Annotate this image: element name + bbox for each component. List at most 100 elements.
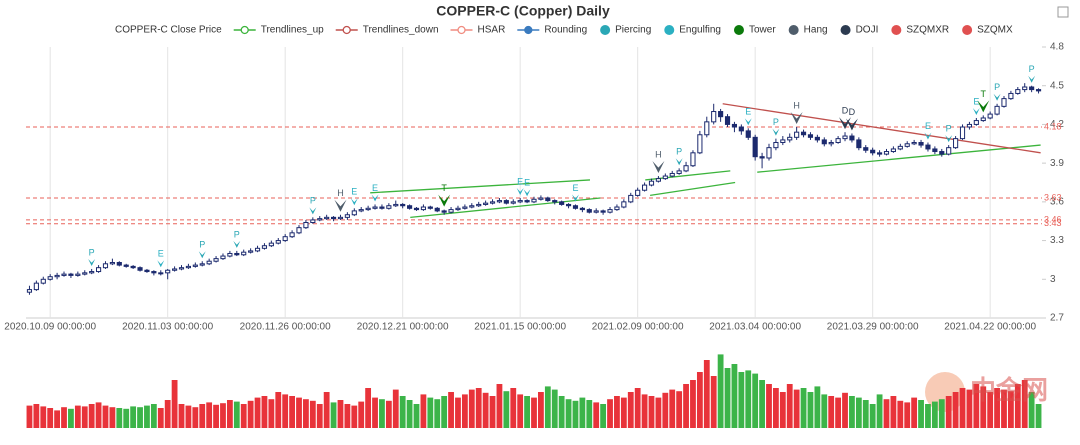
- pattern-marker: [845, 118, 858, 131]
- legend-label: Piercing: [615, 25, 651, 36]
- volume-bar: [171, 380, 178, 428]
- candle-body: [538, 197, 544, 200]
- pattern-marker: [334, 199, 347, 212]
- candle-body: [787, 136, 793, 141]
- candle-body: [980, 117, 986, 122]
- x-tick-label: 2021.02.09 00:00:00: [592, 322, 684, 333]
- volume-bar: [703, 360, 710, 428]
- volume-bar: [959, 388, 966, 428]
- volume-bar: [379, 399, 385, 428]
- legend-label: Trendlines_up: [261, 25, 324, 36]
- legend-label: Trendlines_down: [363, 25, 439, 36]
- pattern-label: D: [842, 106, 849, 116]
- candle-body: [572, 205, 579, 209]
- volume-bar: [648, 396, 655, 428]
- volume-bar: [987, 392, 994, 428]
- candle-body: [635, 189, 641, 196]
- candle-body: [745, 130, 751, 138]
- pattern-label: P: [994, 82, 1000, 92]
- volume-bar: [669, 389, 676, 428]
- volume-bar: [116, 408, 123, 428]
- volume-bar: [531, 397, 537, 428]
- volume-bar: [61, 407, 67, 428]
- save-icon[interactable]: [1057, 6, 1069, 18]
- pattern-label: H: [337, 188, 344, 198]
- volume-bar: [434, 399, 441, 428]
- candle-body: [234, 252, 240, 256]
- candle-body: [724, 116, 731, 125]
- pattern-label: P: [946, 123, 952, 133]
- candle-body: [565, 203, 572, 207]
- candle-body: [1029, 86, 1035, 91]
- candle-body: [925, 144, 931, 150]
- legend-icon: [962, 25, 973, 35]
- volume-bar: [261, 396, 268, 428]
- candle-body: [95, 267, 102, 273]
- volume-bar: [275, 392, 282, 428]
- candle-body: [959, 126, 966, 140]
- trendline: [650, 181, 736, 197]
- volume-bar: [717, 354, 724, 428]
- candle-body: [1035, 89, 1042, 92]
- volume-bar: [68, 408, 74, 428]
- pattern-marker: [516, 187, 524, 195]
- candle-body: [828, 141, 834, 145]
- volume-bar: [178, 404, 185, 428]
- candle-body: [690, 152, 696, 167]
- volume-bar: [773, 388, 779, 428]
- volume-bar: [233, 401, 240, 428]
- volume-bar: [316, 404, 323, 428]
- legend-icon: [524, 25, 533, 35]
- pattern-marker: [571, 194, 579, 202]
- candle-body: [766, 147, 772, 159]
- candle-body: [780, 139, 786, 143]
- pattern-marker: [350, 198, 358, 206]
- volume-bar: [150, 404, 157, 428]
- pattern-marker: [744, 118, 752, 126]
- candle-body: [614, 206, 620, 211]
- candle-body: [807, 134, 814, 138]
- pattern-marker: [438, 194, 451, 207]
- volume-bar: [745, 370, 752, 428]
- volume-bar: [558, 396, 565, 428]
- volume-bar: [696, 372, 703, 428]
- volume-bar: [931, 401, 938, 428]
- y-tick-label: 4.5: [1050, 80, 1064, 91]
- volume-bar: [925, 404, 931, 428]
- pattern-label: P: [676, 147, 682, 157]
- legend-label: COPPER-C Close Price: [115, 25, 222, 36]
- volume-bar: [468, 389, 475, 428]
- volume-bar: [220, 403, 226, 428]
- pattern-label: E: [524, 178, 530, 188]
- candle-body: [144, 269, 150, 273]
- candle-body: [192, 264, 198, 267]
- candle-body: [489, 201, 496, 204]
- pattern-label: P: [310, 196, 316, 206]
- legend-icon: [457, 25, 466, 35]
- volume-bar: [855, 397, 862, 428]
- pattern-marker: [772, 128, 780, 136]
- volume-bar: [1001, 389, 1007, 428]
- candle-body: [510, 201, 516, 204]
- candle-body: [455, 207, 461, 211]
- candle-body: [607, 209, 613, 213]
- legend-icon: [733, 25, 744, 35]
- candle-body: [296, 227, 302, 234]
- candle-body: [496, 200, 503, 203]
- volume-bar: [330, 402, 337, 428]
- y-tick-label: 3.3: [1050, 235, 1064, 246]
- candle-body: [842, 135, 848, 140]
- volume-bar: [724, 368, 731, 428]
- volume-bar: [26, 405, 33, 428]
- candle-body: [835, 138, 841, 143]
- pattern-label: E: [372, 183, 378, 193]
- volume-bar: [662, 392, 669, 428]
- candle-body: [337, 216, 344, 220]
- pattern-label: T: [981, 89, 987, 99]
- volume-bar: [952, 392, 959, 428]
- candle-body: [800, 131, 807, 136]
- candle-body: [400, 203, 406, 207]
- candle-body: [863, 147, 869, 151]
- volume-bar: [40, 406, 47, 428]
